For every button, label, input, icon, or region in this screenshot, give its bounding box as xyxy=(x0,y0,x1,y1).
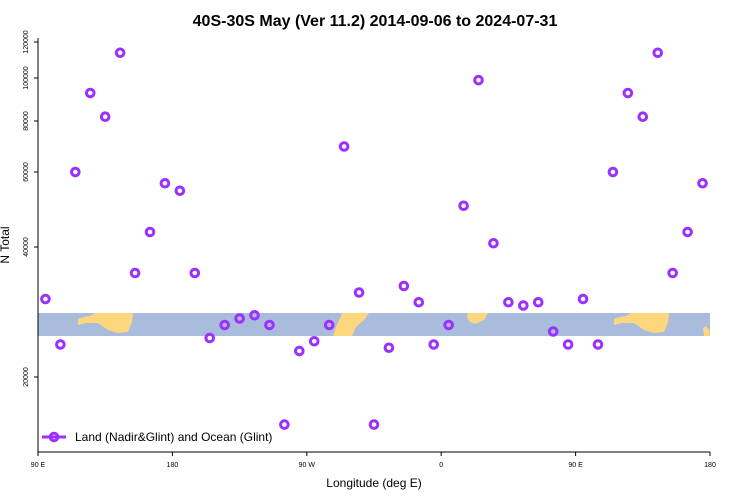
y-tick-label: 20000 xyxy=(23,367,30,387)
land-africa xyxy=(467,313,488,324)
data-point xyxy=(592,339,604,350)
y-tick-label: 40000 xyxy=(23,237,30,257)
data-point xyxy=(503,296,514,308)
legend-marker xyxy=(48,431,60,443)
data-point xyxy=(488,237,499,249)
x-tick-label: 90 W xyxy=(299,462,316,469)
x-tick-label: 180 xyxy=(704,462,716,469)
data-point xyxy=(55,339,66,350)
data-point xyxy=(204,332,216,344)
data-point xyxy=(637,111,649,122)
data-point xyxy=(547,326,559,337)
data-point xyxy=(622,87,634,99)
legend-label: Land (Nadir&Glint) and Ocean (Glint) xyxy=(75,430,272,444)
x-axis-label: Longitude (deg E) xyxy=(326,476,421,490)
data-point xyxy=(413,296,425,308)
data-point xyxy=(70,166,81,178)
data-point xyxy=(353,287,365,298)
data-point xyxy=(458,200,469,212)
data-point xyxy=(159,177,171,189)
data-point xyxy=(368,419,380,430)
land-australia xyxy=(78,313,133,333)
data-point xyxy=(682,226,693,238)
data-point xyxy=(40,293,51,305)
land-new-zealand xyxy=(703,326,710,336)
y-tick-label: 120000 xyxy=(23,30,30,53)
y-ticks: 20000 40000 60000 80000 100000 120000 xyxy=(23,30,38,387)
data-point xyxy=(697,177,708,189)
data-point xyxy=(114,47,126,59)
x-tick-label: 180 xyxy=(167,462,179,469)
data-point xyxy=(219,319,230,331)
data-point xyxy=(99,111,111,122)
data-point xyxy=(383,342,395,354)
data-point xyxy=(234,313,245,324)
data-point xyxy=(249,309,260,321)
data-point xyxy=(577,293,589,305)
data-point xyxy=(323,319,335,331)
data-point xyxy=(667,267,678,279)
data-point xyxy=(338,141,350,152)
data-point xyxy=(532,296,544,308)
data-point xyxy=(174,185,186,197)
y-tick-label: 60000 xyxy=(23,162,30,182)
data-point xyxy=(562,339,574,350)
data-point xyxy=(308,335,320,347)
data-point xyxy=(189,267,201,279)
land-australia-repeat xyxy=(614,313,669,333)
chart-title: 40S-30S May (Ver 11.2) 2014-09-06 to 202… xyxy=(193,13,558,30)
y-tick-label: 100000 xyxy=(23,66,30,89)
data-points xyxy=(40,47,708,430)
land-south-america xyxy=(333,313,369,336)
data-point xyxy=(144,226,156,238)
y-tick-label: 80000 xyxy=(23,111,30,131)
x-tick-label: 90 E xyxy=(31,462,46,469)
data-point xyxy=(443,319,454,331)
data-point xyxy=(279,419,290,430)
data-point xyxy=(652,47,664,59)
data-point xyxy=(264,319,275,331)
ocean-band xyxy=(38,313,710,336)
x-tick-label: 90 E xyxy=(568,462,583,469)
data-point xyxy=(84,87,96,99)
x-ticks: 90 E 180 90 W 0 90 E 180 xyxy=(31,452,716,469)
data-point xyxy=(473,74,484,86)
map-strip xyxy=(38,313,710,336)
data-point xyxy=(607,166,619,178)
y-axis-label: N Total xyxy=(0,226,12,263)
data-point xyxy=(129,267,141,279)
data-point xyxy=(428,339,440,350)
data-point xyxy=(518,300,529,311)
legend: Land (Nadir&Glint) and Ocean (Glint) xyxy=(42,430,272,444)
x-tick-label: 0 xyxy=(439,462,443,469)
data-point xyxy=(294,345,305,357)
data-point xyxy=(398,280,410,292)
